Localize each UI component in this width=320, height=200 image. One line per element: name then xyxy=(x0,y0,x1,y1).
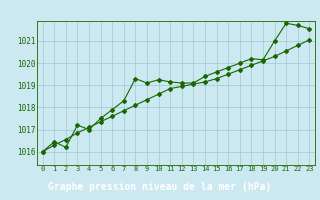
Text: Graphe pression niveau de la mer (hPa): Graphe pression niveau de la mer (hPa) xyxy=(48,182,272,192)
